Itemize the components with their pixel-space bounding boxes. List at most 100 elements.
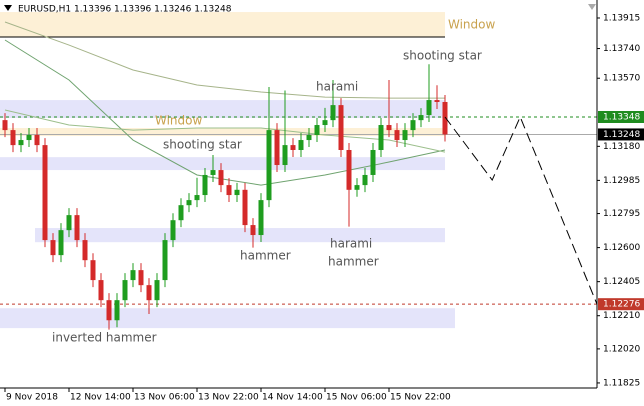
candle-body	[298, 140, 304, 150]
candle-body	[98, 280, 104, 301]
y-tick-label: 1.12020	[603, 344, 640, 354]
zone	[0, 157, 445, 171]
zone	[0, 12, 445, 38]
candle-body	[58, 230, 64, 256]
annotation: hammer	[240, 249, 291, 263]
annotation: Window	[448, 18, 496, 32]
annotation: shooting star	[163, 138, 242, 152]
candle-body	[122, 280, 128, 301]
annotation: harami	[330, 237, 372, 251]
candle-body	[370, 149, 376, 175]
candle-body	[362, 174, 368, 186]
zone	[0, 308, 455, 329]
y-tick-label: 1.12405	[603, 277, 640, 287]
price-box	[598, 128, 644, 141]
y-tick-label: 1.13570	[603, 74, 640, 84]
projection	[444, 115, 598, 305]
candle-body	[442, 101, 448, 135]
candle-body	[130, 270, 136, 281]
candle-body	[138, 270, 144, 286]
candle-body	[42, 145, 48, 241]
x-tick-label: 15 Nov 22:00	[390, 393, 451, 403]
candle-body	[234, 189, 240, 196]
price-label: 1.12276	[603, 300, 640, 310]
candle-body	[242, 189, 248, 226]
candle-body	[346, 149, 352, 190]
shift-icon	[588, 4, 596, 10]
candle-body	[114, 300, 120, 321]
candle-body	[266, 130, 272, 201]
candle-body	[2, 120, 8, 131]
candle-body	[10, 130, 16, 146]
chart-title: EURUSD,H1 1.13396 1.13396 1.13246 1.1324…	[18, 5, 232, 15]
candle-body	[354, 185, 360, 190]
y-tick-label: 1.12210	[603, 311, 640, 321]
zone	[0, 100, 445, 119]
candle-body	[34, 134, 40, 146]
candle-body	[258, 200, 264, 236]
candle-body	[170, 220, 176, 241]
y-tick-label: 1.13180	[603, 142, 640, 152]
zone	[35, 228, 445, 243]
y-tick-label: 1.11825	[603, 378, 640, 388]
y-tick-label: 1.12985	[603, 176, 640, 186]
price-label: 1.13348	[603, 112, 640, 122]
candle-body	[386, 125, 392, 131]
candle-body	[210, 170, 216, 175]
candle-body	[162, 240, 168, 281]
candle-body	[306, 134, 312, 141]
candle-body	[202, 174, 208, 196]
price-box	[598, 110, 644, 123]
candle-body	[418, 115, 424, 121]
annotation: shooting star	[403, 49, 482, 63]
x-tick-label: 12 Nov 14:00	[70, 393, 131, 403]
annotation: inverted hammer	[52, 331, 157, 345]
candle-body	[186, 200, 192, 206]
candle-body	[314, 125, 320, 135]
menu-icon	[4, 5, 12, 11]
candle-body	[322, 120, 328, 126]
candle-body	[274, 130, 280, 166]
x-tick-label: 15 Nov 06:00	[326, 393, 387, 403]
candle-body	[82, 240, 88, 261]
x-tick-label: 14 Nov 14:00	[262, 393, 323, 403]
annotation: Window	[155, 114, 203, 128]
candle-body	[426, 100, 432, 116]
candle-body	[226, 185, 232, 196]
candle-body	[154, 280, 160, 301]
zone	[0, 127, 445, 137]
candle-body	[434, 100, 440, 102]
candle-body	[146, 285, 152, 301]
candle-body	[106, 300, 112, 321]
candle-body	[50, 240, 56, 256]
candle-body	[90, 260, 96, 281]
candle-body	[74, 215, 80, 241]
candle-body	[66, 215, 72, 231]
candle-body	[410, 120, 416, 131]
price-label: 1.13248	[603, 130, 640, 140]
y-tick-label: 1.12795	[603, 209, 640, 219]
candle-body	[194, 195, 200, 201]
candle-body	[290, 145, 296, 150]
annotation: hammer	[328, 255, 379, 269]
candle-body	[178, 205, 184, 221]
candle-body	[394, 130, 400, 141]
moving-average	[4, 21, 445, 99]
candle-body	[402, 130, 408, 141]
x-tick-label: 9 Nov 2018	[6, 393, 58, 403]
candle-body	[282, 145, 288, 166]
candle-body	[338, 105, 344, 150]
y-tick-label: 1.13915	[603, 13, 640, 23]
candle-body	[250, 225, 256, 236]
y-tick-label: 1.12600	[603, 243, 640, 253]
annotation: harami	[316, 80, 358, 94]
moving-average	[4, 109, 446, 153]
x-tick-label: 13 Nov 06:00	[134, 393, 195, 403]
candle-body	[330, 105, 336, 121]
price-box	[598, 298, 644, 311]
candle-body	[26, 134, 32, 141]
x-tick-label: 13 Nov 22:00	[198, 393, 259, 403]
y-tick-label: 1.13740	[603, 44, 640, 54]
